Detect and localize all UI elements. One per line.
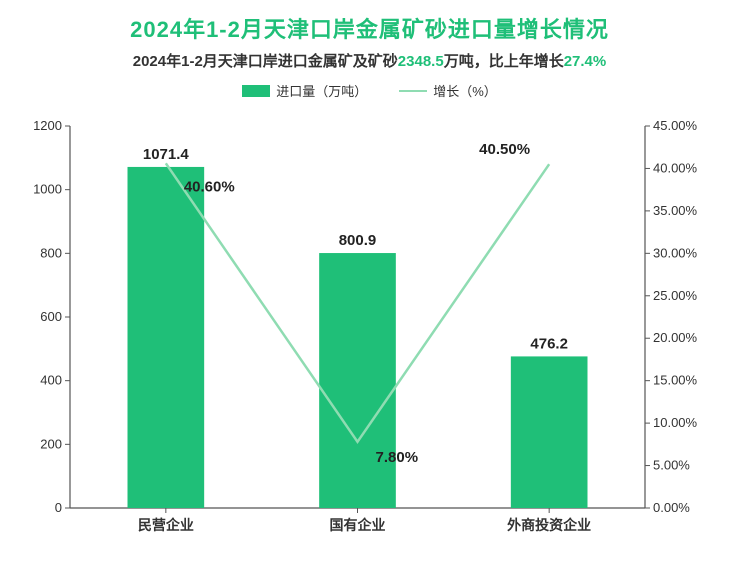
x-category-label: 民营企业	[138, 517, 194, 533]
legend-swatch-bar-icon	[242, 85, 270, 97]
plot-area: 0 200 400 600 800 1000 1200 0.00% 5.00% 10.00% 15.…	[15, 108, 724, 548]
y-right-label: 0.00%	[653, 500, 690, 515]
legend-bar-label: 进口量（万吨）	[276, 81, 367, 100]
y-right-label: 20.00%	[653, 330, 698, 345]
y-right-label: 35.00%	[653, 203, 698, 218]
bar-value-label: 476.2	[530, 335, 568, 352]
y-left-label: 1000	[33, 182, 62, 197]
y-right-label: 30.00%	[653, 245, 698, 260]
bar	[511, 356, 588, 508]
x-category-label: 国有企业	[330, 517, 386, 533]
y-right-label: 5.00%	[653, 458, 690, 473]
plot-svg: 0 200 400 600 800 1000 1200 0.00% 5.00% 10.00% 15.…	[15, 108, 715, 548]
legend-item-bar: 进口量（万吨）	[242, 81, 367, 100]
bar-value-label: 1071.4	[143, 146, 190, 163]
y-left-label: 400	[40, 373, 62, 388]
y-right-label: 45.00%	[653, 118, 698, 133]
y-right-label: 10.00%	[653, 415, 698, 430]
y-left-label: 0	[55, 500, 62, 515]
y-left-label: 800	[40, 245, 62, 260]
chart-container: 2024年1-2月天津口岸金属矿砂进口量增长情况 2024年1-2月天津口岸进口…	[0, 0, 739, 583]
legend-line-label: 增长（%）	[433, 81, 497, 100]
line-value-label: 40.50%	[479, 141, 530, 158]
y-right-label: 40.00%	[653, 160, 698, 175]
line-value-label: 40.60%	[184, 178, 235, 195]
bar-value-label: 800.9	[339, 232, 377, 249]
subtitle-growth: 27.4%	[564, 53, 607, 70]
chart-subtitle: 2024年1-2月天津口岸进口金属矿及矿砂2348.5万吨，比上年增长27.4%	[15, 50, 724, 71]
bar	[128, 167, 205, 508]
subtitle-prefix: 2024年1-2月天津口岸进口金属矿及矿砂	[133, 53, 398, 70]
subtitle-value: 2348.5	[398, 53, 444, 70]
line-value-label: 7.80%	[376, 449, 419, 466]
subtitle-unit: 万吨，比上年增长	[444, 53, 564, 70]
legend: 进口量（万吨） 增长（%）	[15, 81, 724, 100]
y-right-label: 25.00%	[653, 288, 698, 303]
y-right-label: 15.00%	[653, 373, 698, 388]
bar	[319, 253, 396, 508]
y-left-label: 600	[40, 309, 62, 324]
legend-item-line: 增长（%）	[399, 81, 497, 100]
y-left-label: 1200	[33, 118, 62, 133]
legend-swatch-line-icon	[399, 90, 427, 92]
x-category-label: 外商投资企业	[507, 517, 591, 533]
y-left-label: 200	[40, 436, 62, 451]
chart-title: 2024年1-2月天津口岸金属矿砂进口量增长情况	[15, 12, 724, 44]
